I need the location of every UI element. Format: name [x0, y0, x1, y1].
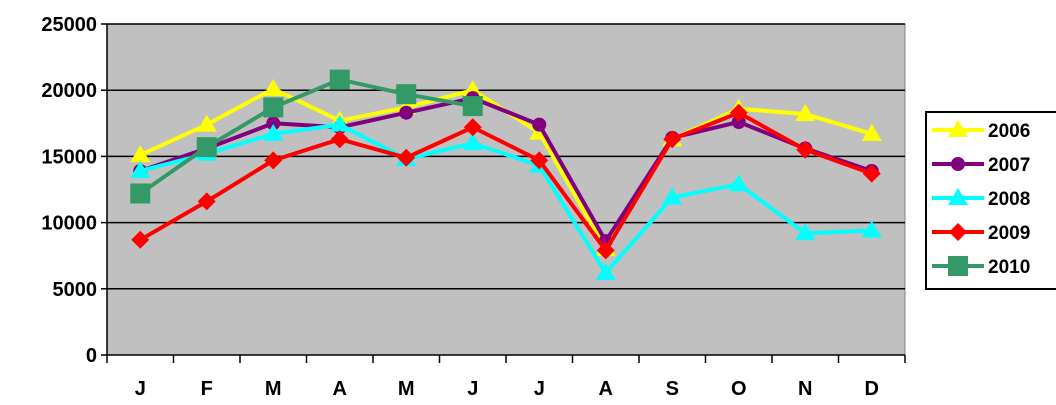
legend-item-2010: 2010 — [932, 256, 1030, 278]
x-tick-label: M — [398, 378, 415, 400]
y-tick-label: 25000 — [41, 14, 97, 36]
x-tick-label: F — [201, 378, 213, 400]
legend-swatch-marker — [948, 256, 968, 276]
gridlines — [107, 23, 905, 290]
data-point-2008 — [130, 160, 151, 178]
legend-label: 2007 — [988, 155, 1030, 176]
data-point-2008 — [329, 114, 350, 132]
x-tick-label: S — [666, 378, 679, 400]
data-point-2006 — [795, 104, 816, 122]
legend-box — [925, 111, 1056, 290]
data-point-2007 — [266, 116, 281, 131]
y-tick-label: 15000 — [41, 146, 97, 168]
series-group — [130, 69, 882, 280]
legend-label: 2009 — [988, 223, 1030, 244]
plot-area — [106, 23, 906, 356]
x-tick-label: N — [798, 378, 812, 400]
legend-swatch-marker — [951, 157, 965, 171]
legend-item-2007: 2007 — [932, 155, 1030, 176]
legend-label: 2008 — [988, 189, 1030, 210]
y-tick-label: 20000 — [41, 80, 97, 102]
data-point-2010 — [396, 84, 417, 105]
data-point-2009 — [530, 151, 549, 170]
legend-item-2008: 2008 — [932, 188, 1030, 210]
data-point-2010 — [329, 69, 350, 90]
data-point-2008 — [861, 220, 882, 238]
data-point-2009 — [663, 130, 682, 149]
legend-label: 2010 — [988, 257, 1030, 278]
data-point-2009 — [330, 130, 349, 149]
series-line-2009 — [139, 110, 873, 253]
series-line-2008 — [139, 122, 872, 275]
data-point-2006 — [196, 114, 217, 132]
series-line-2010 — [139, 77, 474, 196]
data-point-2009 — [862, 164, 881, 183]
data-point-2006 — [130, 145, 151, 163]
data-point-2006 — [462, 80, 483, 98]
series-2010 — [130, 69, 483, 204]
legend: 2006 2007 2008 2009 2010 — [925, 111, 1056, 290]
data-point-2006 — [263, 78, 284, 96]
data-point-2007 — [399, 105, 414, 120]
data-point-2009 — [729, 103, 748, 122]
y-tick-label: 0 — [86, 345, 97, 367]
data-point-2008 — [462, 133, 483, 151]
legend-swatch-marker — [948, 120, 968, 137]
x-tick-label: M — [265, 378, 282, 400]
x-tick-label: A — [599, 378, 613, 400]
data-point-2009 — [796, 140, 815, 159]
data-point-2008 — [662, 187, 683, 205]
data-point-2009 — [596, 241, 615, 260]
data-point-2008 — [263, 123, 284, 141]
legend-swatch-marker — [948, 188, 968, 205]
x-tick-label: J — [467, 378, 478, 400]
y-tick-label: 5000 — [53, 279, 98, 301]
data-point-2010 — [130, 183, 151, 204]
data-point-2007 — [731, 114, 746, 129]
legend-item-2006: 2006 — [932, 120, 1030, 142]
data-point-2008 — [728, 174, 749, 192]
data-point-2007 — [532, 117, 547, 132]
legend-item-2009: 2009 — [932, 223, 1030, 244]
data-point-2009 — [397, 148, 416, 167]
legend-label: 2006 — [988, 121, 1030, 142]
y-tick-label: 10000 — [41, 213, 97, 235]
data-point-2009 — [264, 151, 283, 170]
x-tick-label: J — [135, 378, 146, 400]
axes: 0 5000 10000 15000 20000 25000 J F M A M J J A S O N D — [41, 14, 906, 400]
data-point-2009 — [463, 118, 482, 137]
x-tick-label: D — [865, 378, 879, 400]
legend-swatch-marker — [949, 223, 967, 241]
data-point-2010 — [263, 97, 284, 118]
data-point-2009 — [131, 230, 150, 249]
series-2009 — [131, 103, 881, 260]
x-tick-label: A — [333, 378, 347, 400]
series-line-2007 — [139, 96, 873, 244]
data-point-2008 — [595, 262, 616, 280]
data-point-2009 — [197, 192, 216, 211]
x-tick-label: J — [534, 378, 545, 400]
data-point-2006 — [861, 123, 882, 141]
x-tick-label: O — [731, 378, 747, 400]
data-point-2010 — [462, 96, 483, 117]
data-point-2010 — [196, 137, 217, 158]
data-point-2008 — [795, 223, 816, 241]
